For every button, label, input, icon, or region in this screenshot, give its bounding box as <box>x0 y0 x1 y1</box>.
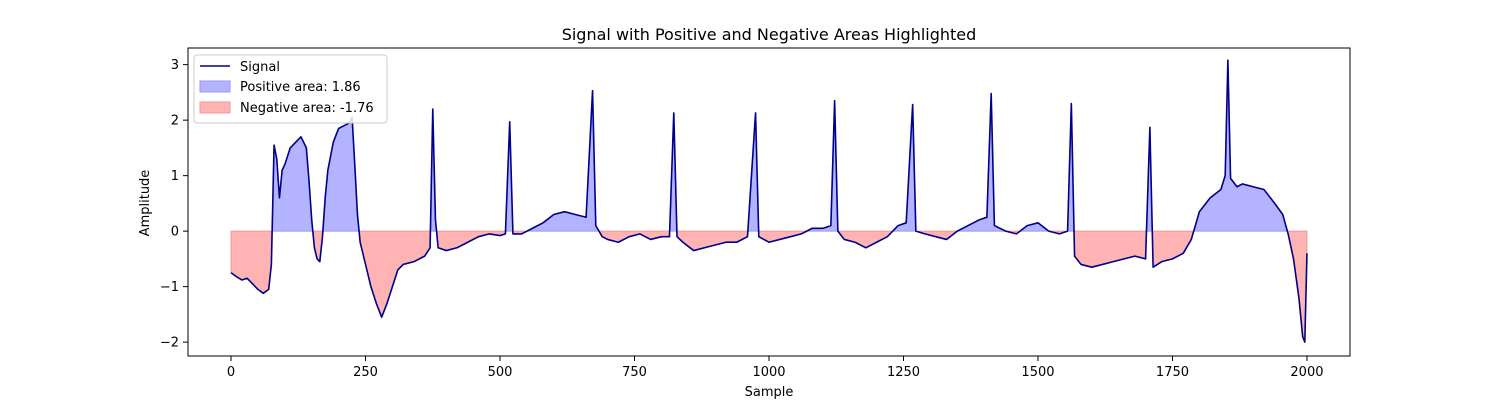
negative-area-12 <box>676 230 749 252</box>
chart-title: Signal with Positive and Negative Areas … <box>562 25 977 44</box>
x-axis-label: Sample <box>745 385 794 400</box>
legend-signal-label: Signal <box>240 60 280 75</box>
x-tick-label-500: 500 <box>488 365 513 380</box>
y-tick-label--1: −1 <box>160 280 179 295</box>
legend-negative-swatch <box>199 101 231 114</box>
negative-area-4 <box>358 230 431 319</box>
x-tick-label-1500: 1500 <box>1021 365 1054 380</box>
y-tick-label-0: 0 <box>171 225 179 240</box>
x-tick-label-2000: 2000 <box>1290 365 1323 380</box>
negative-area-26 <box>1151 230 1195 269</box>
x-tick-label-250: 250 <box>353 365 378 380</box>
x-tick-label-0: 0 <box>227 365 235 380</box>
x-tick-label-750: 750 <box>622 365 647 380</box>
y-tick-label-1: 1 <box>171 169 179 184</box>
x-tick-label-1000: 1000 <box>752 365 785 380</box>
y-tick-label--2: −2 <box>160 336 179 351</box>
legend-positive-swatch <box>199 80 231 93</box>
positive-area-19 <box>957 93 1006 232</box>
y-tick-label-3: 3 <box>171 58 179 73</box>
y-axis-label: Amplitude <box>138 170 153 237</box>
legend-frame <box>193 54 388 124</box>
legend-negative-label: Negative area: -1.76 <box>240 101 374 116</box>
y-tick-label-2: 2 <box>171 114 179 129</box>
positive-area-27 <box>1193 60 1289 232</box>
legend: Signal Positive area: 1.86 Negative area… <box>193 54 388 124</box>
legend-positive-label: Positive area: 1.86 <box>240 80 361 95</box>
x-tick-label-1750: 1750 <box>1156 365 1189 380</box>
x-tick-label-1250: 1250 <box>887 365 920 380</box>
signal-line <box>230 59 1308 343</box>
